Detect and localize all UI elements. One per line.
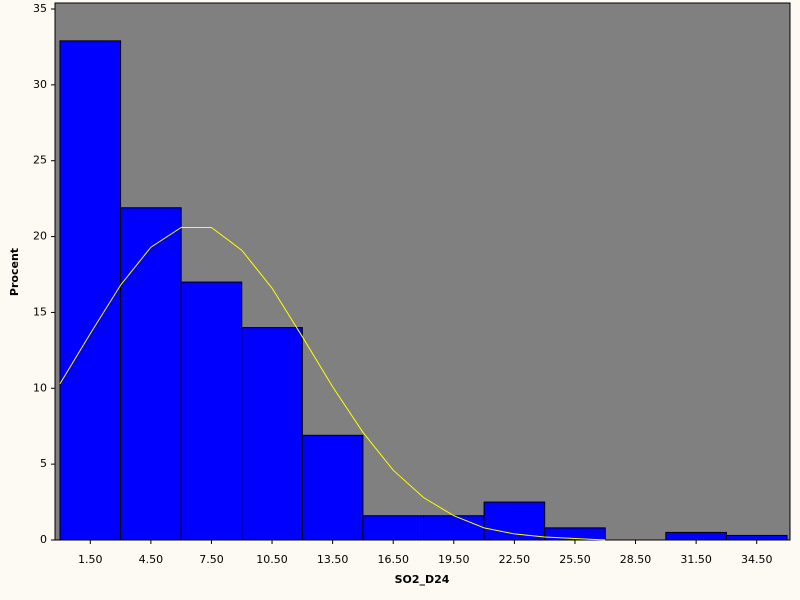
x-tick-label: 1.50 bbox=[78, 553, 103, 566]
bar bbox=[423, 515, 485, 541]
x-tick-label: 31.50 bbox=[680, 553, 712, 566]
x-tick-label: 13.50 bbox=[317, 553, 349, 566]
bar bbox=[59, 40, 122, 541]
bar bbox=[725, 534, 788, 541]
bar bbox=[665, 531, 727, 541]
x-tick-label: 19.50 bbox=[438, 553, 470, 566]
y-axis-title: Procent bbox=[8, 248, 21, 296]
x-tick-label: 28.50 bbox=[620, 553, 652, 566]
y-tick-label: 20 bbox=[33, 230, 47, 243]
normal-curve bbox=[59, 226, 606, 541]
bar bbox=[301, 434, 364, 541]
y-tick-label: 35 bbox=[33, 2, 47, 15]
bar bbox=[120, 207, 182, 541]
y-tick-label: 10 bbox=[33, 381, 47, 394]
y-tick-label: 15 bbox=[33, 305, 47, 318]
x-tick-label: 34.50 bbox=[741, 553, 773, 566]
x-axis-title: SO2_D24 bbox=[395, 573, 450, 586]
x-tick-label: 4.50 bbox=[139, 553, 164, 566]
bar bbox=[544, 527, 606, 541]
y-tick-label: 25 bbox=[33, 154, 47, 167]
y-tick-label: 0 bbox=[40, 533, 47, 546]
x-tick-label: 25.50 bbox=[559, 553, 591, 566]
y-tick-label: 30 bbox=[33, 78, 47, 91]
bar bbox=[362, 515, 424, 541]
x-tick-label: 7.50 bbox=[199, 553, 224, 566]
bar bbox=[241, 327, 303, 541]
bar bbox=[180, 281, 243, 541]
y-tick-label: 5 bbox=[40, 457, 47, 470]
x-tick-label: 16.50 bbox=[377, 553, 409, 566]
x-tick-label: 22.50 bbox=[499, 553, 531, 566]
x-tick-label: 10.50 bbox=[256, 553, 288, 566]
